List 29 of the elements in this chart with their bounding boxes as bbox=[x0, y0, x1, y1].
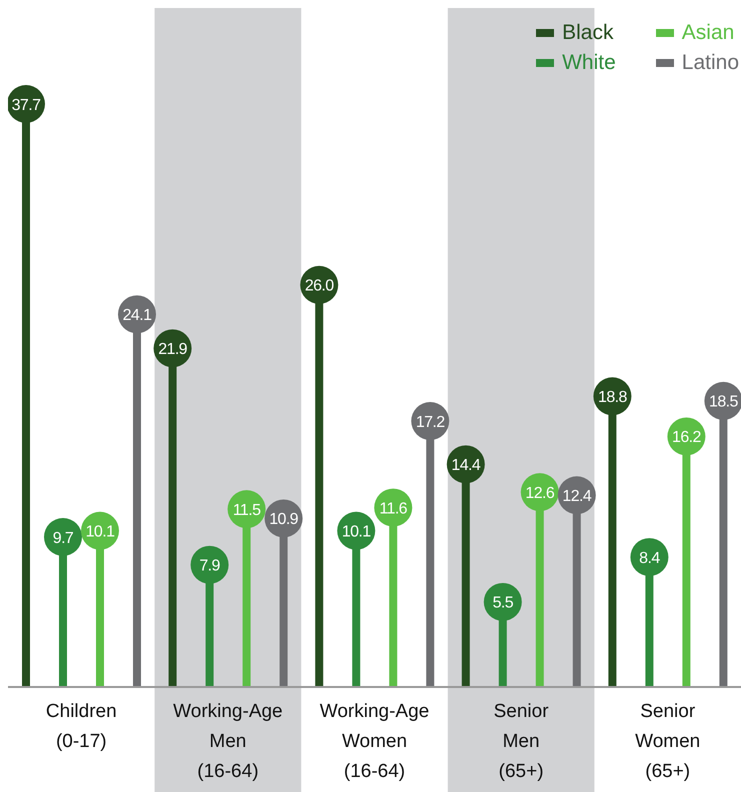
x-tick-label: Children (0-17) bbox=[46, 701, 117, 752]
legend-label: Latino bbox=[682, 51, 739, 75]
data-label: 10.1 bbox=[86, 524, 116, 541]
data-label: 21.9 bbox=[158, 341, 188, 358]
data-label: 5.5 bbox=[492, 594, 514, 612]
data-label: 14.4 bbox=[451, 457, 481, 474]
x-tick-label: Senior Men (65+) bbox=[494, 701, 550, 782]
data-label: 10.9 bbox=[269, 511, 299, 528]
data-label: 18.8 bbox=[598, 389, 628, 406]
data-label: 11.6 bbox=[379, 500, 408, 518]
data-label: 12.6 bbox=[525, 484, 555, 502]
data-label: 37.7 bbox=[12, 96, 42, 114]
legend-label: White bbox=[562, 51, 616, 75]
x-tick-label: Working-Age Women (16-64) bbox=[320, 701, 430, 782]
legend-label: Asian bbox=[682, 21, 734, 45]
data-label: 26.0 bbox=[304, 278, 334, 295]
legend-label: Black bbox=[562, 21, 614, 45]
data-label: 16.2 bbox=[672, 429, 702, 446]
data-label: 17.2 bbox=[416, 414, 446, 431]
data-label: 12.4 bbox=[562, 488, 592, 506]
data-label: 18.5 bbox=[709, 394, 738, 411]
data-label: 11.5 bbox=[232, 502, 262, 519]
x-tick-label: Working-Age Men (16-64) bbox=[173, 701, 283, 782]
data-label: 8.4 bbox=[639, 550, 660, 567]
x-tick-label: Senior Women (65+) bbox=[635, 701, 700, 782]
data-label: 24.1 bbox=[122, 307, 152, 324]
data-label: 9.7 bbox=[52, 530, 74, 547]
data-label: 10.1 bbox=[342, 524, 372, 541]
data-label: 7.9 bbox=[199, 558, 221, 575]
